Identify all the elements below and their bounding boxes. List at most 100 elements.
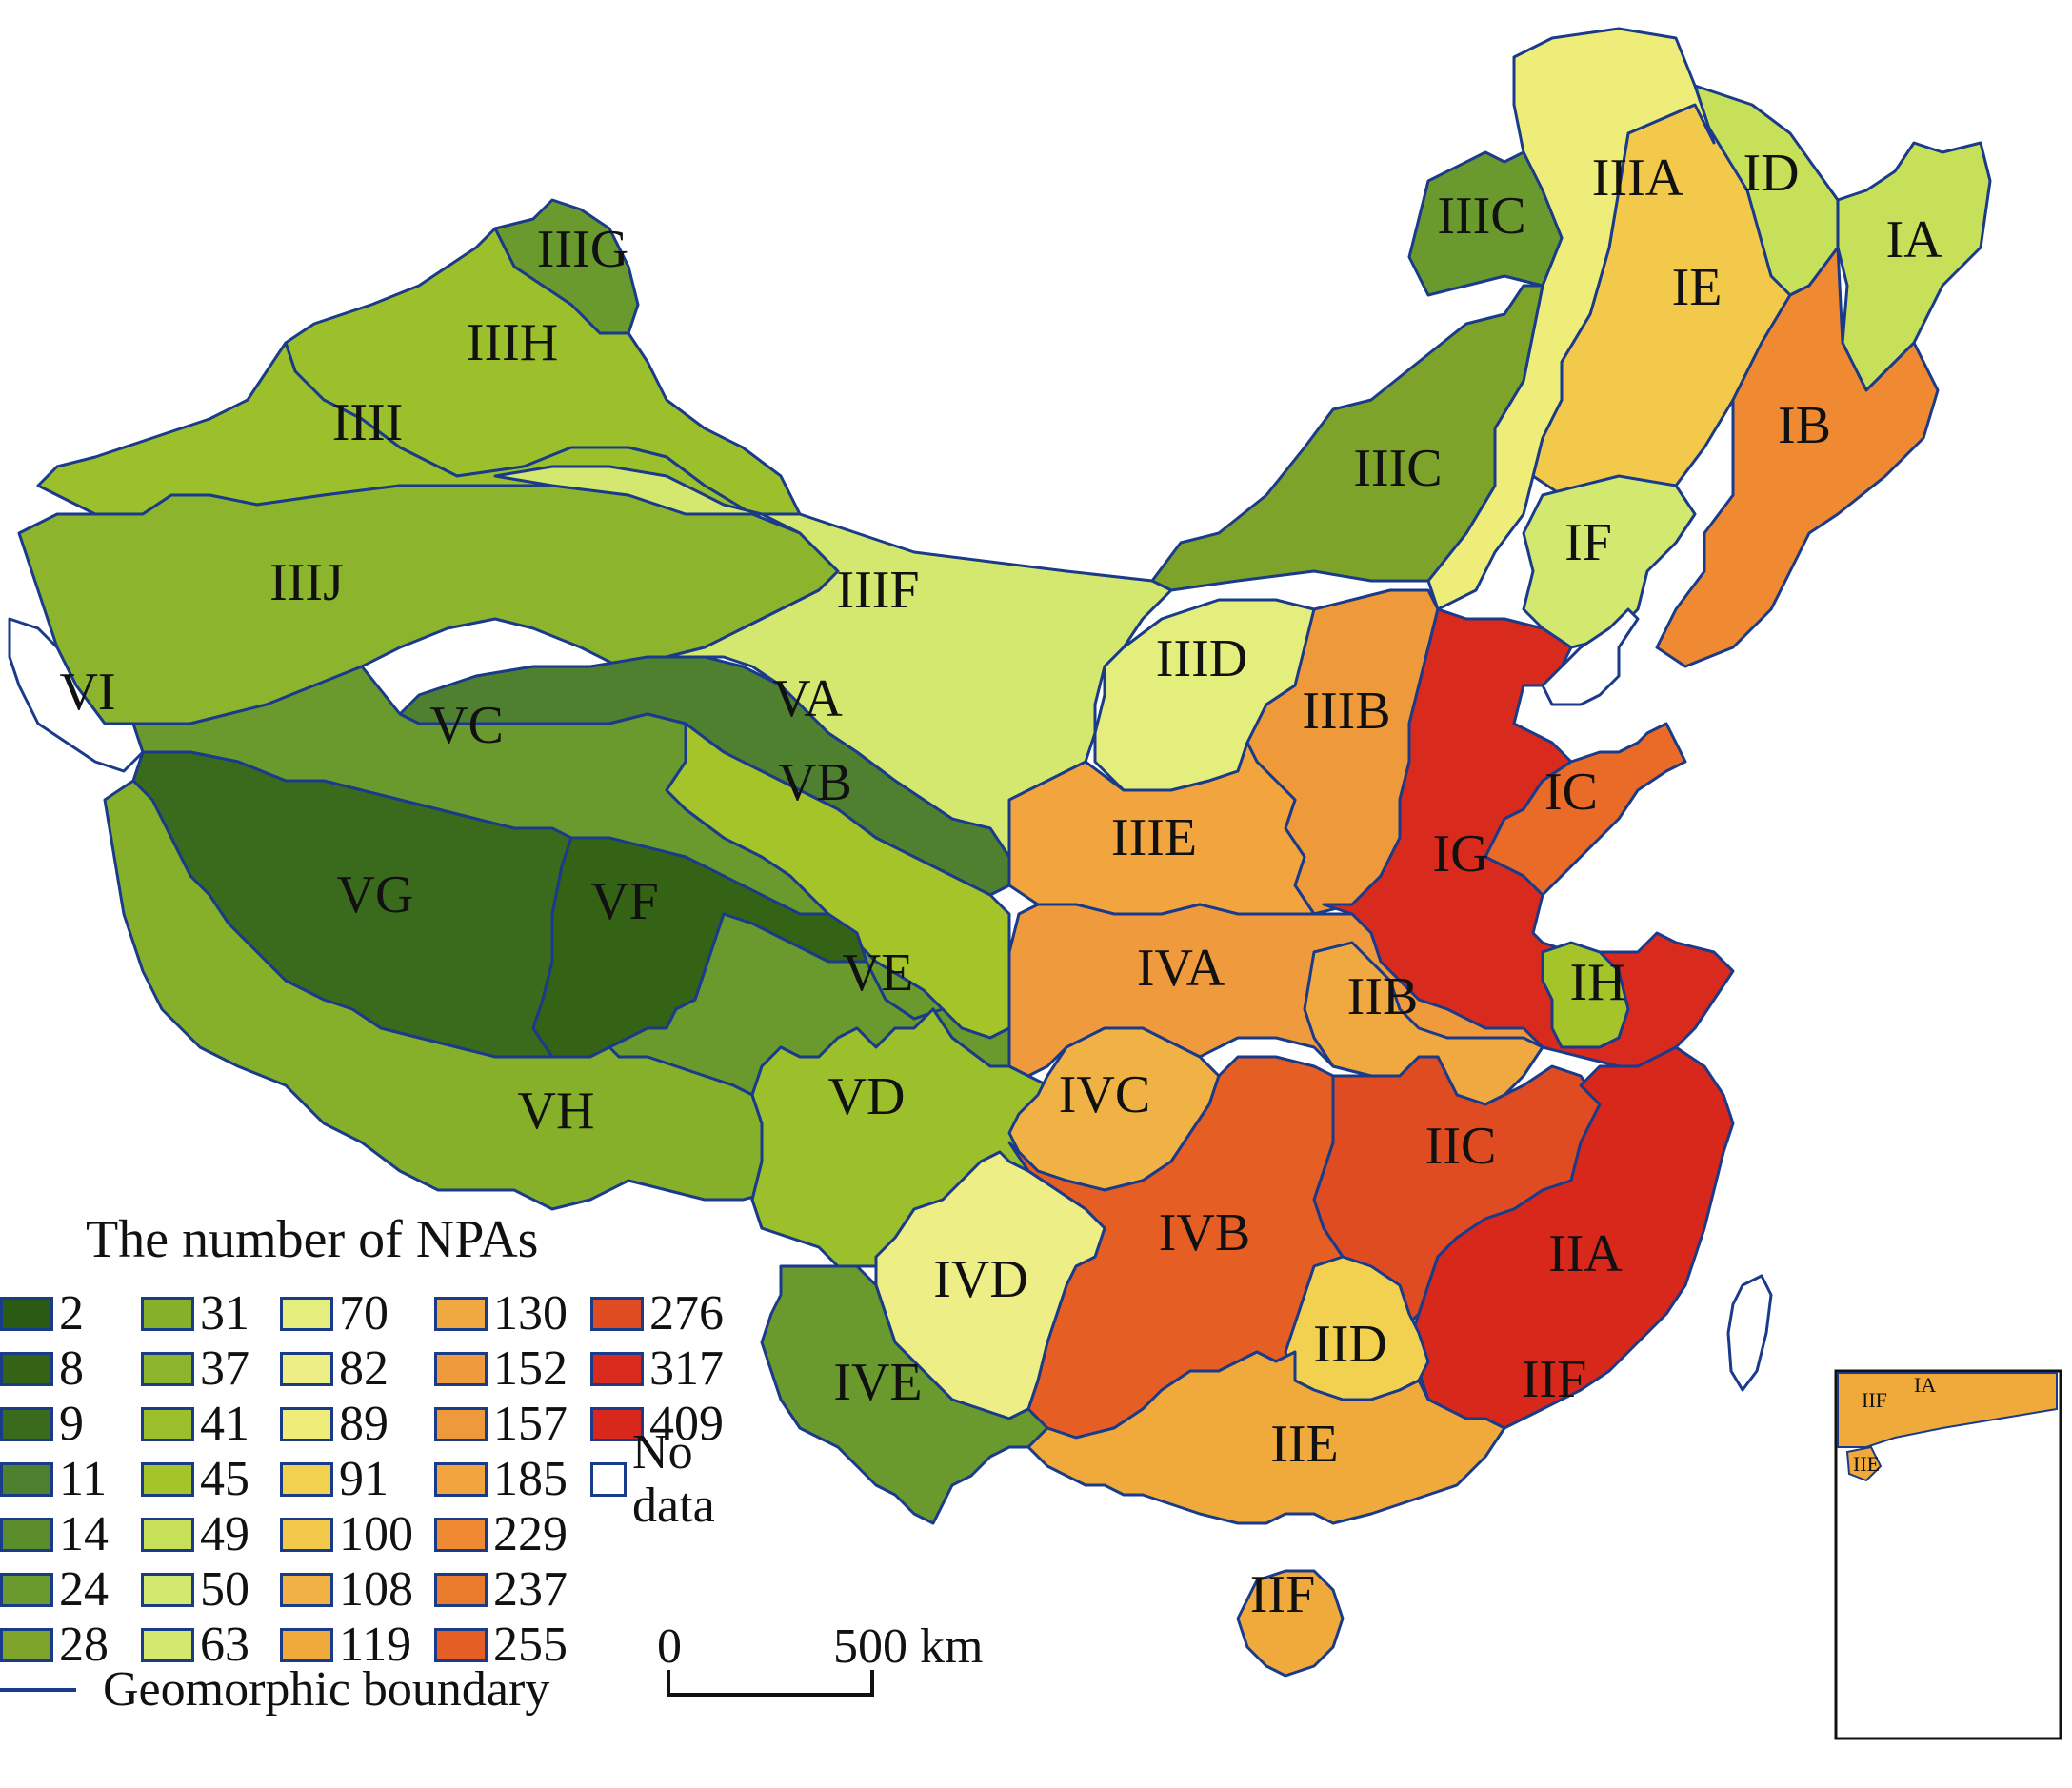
legend-swatch bbox=[434, 1628, 488, 1662]
legend-swatch bbox=[280, 1518, 333, 1552]
legend-value: 89 bbox=[339, 1397, 388, 1451]
region-label-ib: IB bbox=[1778, 396, 1831, 455]
legend-value: 14 bbox=[59, 1507, 109, 1561]
legend-swatch bbox=[280, 1352, 333, 1386]
legend-item: 70 bbox=[280, 1287, 388, 1341]
legend-value: 185 bbox=[493, 1452, 568, 1506]
legend-swatch bbox=[280, 1407, 333, 1441]
region-IIB bbox=[1303, 941, 1544, 1106]
scale-end: 500 km bbox=[833, 1619, 984, 1674]
bohai-sea bbox=[1541, 607, 1640, 706]
region-IC bbox=[1484, 722, 1687, 897]
legend-swatch bbox=[434, 1352, 488, 1386]
legend-value: 2 bbox=[59, 1286, 84, 1341]
region-label-ic: IC bbox=[1544, 763, 1598, 822]
region-label-iid: IID bbox=[1313, 1315, 1387, 1374]
region-label-ve: VE bbox=[843, 944, 914, 1003]
inset-label-IIE: IIE bbox=[1853, 1452, 1880, 1476]
region-label-vh: VH bbox=[518, 1082, 595, 1141]
legend-item: 14 bbox=[0, 1508, 109, 1561]
region-label-iiib: IIIB bbox=[1302, 682, 1390, 741]
legend-value: 45 bbox=[200, 1452, 249, 1506]
region-label-vg: VG bbox=[337, 865, 414, 924]
legend-item: 8 bbox=[0, 1342, 84, 1396]
region-label-iiif: IIIF bbox=[836, 561, 919, 620]
region-label-iib: IIB bbox=[1347, 967, 1419, 1026]
legend-value: 41 bbox=[200, 1397, 249, 1451]
region-label-iiic: IIIC bbox=[1353, 439, 1442, 498]
legend-swatch bbox=[590, 1462, 628, 1497]
region-label-iic: IIC bbox=[1425, 1117, 1497, 1176]
legend-value: 70 bbox=[339, 1286, 388, 1341]
region-label-iva: IVA bbox=[1137, 939, 1225, 998]
legend-item: 11 bbox=[0, 1453, 107, 1506]
legend-swatch bbox=[280, 1462, 333, 1497]
legend-item: 2 bbox=[0, 1287, 84, 1341]
region-label-iiii: IIII bbox=[332, 393, 404, 452]
region-label-iie: IIE bbox=[1270, 1415, 1339, 1474]
region-label-ig: IG bbox=[1432, 824, 1488, 884]
legend-swatch bbox=[434, 1518, 488, 1552]
legend-swatch bbox=[434, 1573, 488, 1607]
region-IIIC bbox=[1150, 284, 1544, 592]
boundary-legend: Geomorphic boundary bbox=[0, 1661, 549, 1718]
region-label-vb: VB bbox=[778, 753, 852, 812]
region-label-iiih: IIIH bbox=[467, 313, 558, 372]
legend-swatch bbox=[0, 1407, 53, 1441]
legend-swatch bbox=[141, 1628, 194, 1662]
legend-item: 28 bbox=[0, 1619, 109, 1672]
legend-item: 409 bbox=[590, 1398, 724, 1451]
legend-title: The number of NPAs bbox=[86, 1210, 539, 1269]
region-label-iiig: IIIG bbox=[537, 220, 628, 279]
inset-label-IIF: IIF bbox=[1862, 1388, 1887, 1412]
legend-swatch bbox=[434, 1407, 488, 1441]
legend-swatch bbox=[434, 1297, 488, 1331]
region-label-iif_tw: IIF bbox=[1522, 1350, 1586, 1409]
legend-item: 45 bbox=[141, 1453, 249, 1506]
boundary-legend-label: Geomorphic boundary bbox=[103, 1662, 550, 1717]
region-IG bbox=[1322, 607, 1735, 1068]
legend-item: 130 bbox=[434, 1287, 568, 1341]
region-label-vc: VC bbox=[429, 696, 504, 755]
region-label-if: IF bbox=[1564, 513, 1612, 572]
region-label-va: VA bbox=[772, 669, 843, 728]
legend-value: 130 bbox=[493, 1286, 568, 1341]
region-label-vf: VF bbox=[590, 872, 659, 931]
inset-label-IA: IA bbox=[1914, 1373, 1936, 1397]
legend-swatch bbox=[0, 1297, 53, 1331]
legend-value: 237 bbox=[493, 1562, 568, 1617]
legend-value: 24 bbox=[59, 1562, 109, 1617]
inset-south-china-sea: IIF IA IIE bbox=[1834, 1369, 2062, 1740]
region-label-iiic_ne: IIIC bbox=[1437, 187, 1525, 246]
legend-swatch bbox=[141, 1518, 194, 1552]
region-taiwan bbox=[1726, 1274, 1773, 1392]
legend-item: 229 bbox=[434, 1508, 568, 1561]
legend-swatch bbox=[141, 1297, 194, 1331]
legend-value: 152 bbox=[493, 1341, 568, 1396]
legend-value: 100 bbox=[339, 1507, 413, 1561]
legend-value: 91 bbox=[339, 1452, 388, 1506]
legend-value: 50 bbox=[200, 1562, 249, 1617]
legend-value: 229 bbox=[493, 1507, 568, 1561]
region-IVE bbox=[760, 1264, 1049, 1525]
region-label-iiij: IIIJ bbox=[269, 553, 344, 612]
legend-swatch bbox=[0, 1573, 53, 1607]
legend-swatch bbox=[0, 1628, 53, 1662]
boundary-line-swatch bbox=[0, 1687, 76, 1692]
legend-item: 108 bbox=[280, 1563, 413, 1617]
legend-item: 24 bbox=[0, 1563, 109, 1617]
legend-swatch bbox=[280, 1573, 333, 1607]
legend-swatch bbox=[141, 1573, 194, 1607]
region-label-ia: IA bbox=[1885, 210, 1942, 269]
region-IA bbox=[1836, 141, 1992, 392]
region-label-iif: IIF bbox=[1250, 1565, 1315, 1624]
legend-value: 82 bbox=[339, 1341, 388, 1396]
region-label-ivb: IVB bbox=[1159, 1203, 1250, 1262]
region-label-ivd: IVD bbox=[933, 1250, 1028, 1309]
legend-item: 91 bbox=[280, 1453, 388, 1506]
region-IIA bbox=[1407, 1045, 1735, 1430]
legend-item: 317 bbox=[590, 1342, 724, 1396]
legend-item: 100 bbox=[280, 1508, 413, 1561]
legend-item: 152 bbox=[434, 1342, 568, 1396]
legend-item: 9 bbox=[0, 1398, 84, 1451]
